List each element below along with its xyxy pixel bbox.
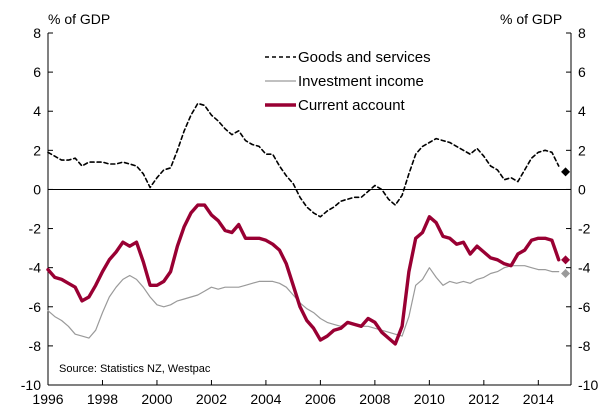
legend: Goods and services Investment income Curre… xyxy=(265,49,431,114)
y-tick-label-right: -6 xyxy=(578,299,591,315)
y-axis-unit-right: % of GDP xyxy=(500,11,562,27)
y-tick-label-right: -4 xyxy=(578,260,591,276)
x-tick-label: 2004 xyxy=(250,391,281,407)
y-tick-label-left: -10 xyxy=(21,377,41,393)
series-line-goods_and_services xyxy=(47,102,560,218)
y-tick-label-left: 6 xyxy=(33,64,41,80)
legend-label-current_account: Current account xyxy=(298,97,406,114)
axes-layer: -10 -10 -8 -8 -6 -6 -4 -4 -2 -2 0 0 2 2 4 4 6 6 8 8 1996 1998… xyxy=(21,25,599,407)
y-tick-label-right: -10 xyxy=(578,377,598,393)
series-layer xyxy=(46,102,561,346)
series-line-investment_income xyxy=(47,265,560,339)
x-tick-label: 2010 xyxy=(414,391,445,407)
y-tick-label-right: -8 xyxy=(578,338,591,354)
legend-label-goods_and_services: Goods and services xyxy=(298,49,431,66)
y-tick-label-left: 8 xyxy=(33,25,41,41)
y-tick-label-left: -2 xyxy=(29,221,42,237)
x-tick-label: 2014 xyxy=(523,391,554,407)
y-tick-label-left: -4 xyxy=(29,260,42,276)
y-tick-label-right: 4 xyxy=(578,103,586,119)
legend-label-investment_income: Investment income xyxy=(298,73,424,90)
y-tick-label-left: 0 xyxy=(33,181,41,197)
source-note: Source: Statistics NZ, Westpac xyxy=(59,363,211,375)
x-tick-label: 2000 xyxy=(141,391,172,407)
x-tick-label: 2002 xyxy=(196,391,227,407)
latest-marker-goods_and_services xyxy=(561,167,571,177)
y-axis-unit-left: % of GDP xyxy=(48,11,110,27)
x-tick-label: 2008 xyxy=(359,391,390,407)
x-tick-label: 1996 xyxy=(32,391,63,407)
latest-marker-current_account xyxy=(561,255,571,265)
y-tick-label-right: 8 xyxy=(578,25,586,41)
latest-markers xyxy=(561,167,571,279)
y-tick-label-right: -2 xyxy=(578,221,591,237)
x-tick-label: 2012 xyxy=(468,391,499,407)
x-tick-label: 1998 xyxy=(87,391,118,407)
y-tick-label-left: -6 xyxy=(29,299,42,315)
y-tick-label-left: 4 xyxy=(33,103,41,119)
latest-marker-investment_income xyxy=(561,269,571,279)
y-tick-label-right: 2 xyxy=(578,142,586,158)
y-tick-label-right: 0 xyxy=(578,181,586,197)
series-line-current_account xyxy=(46,203,561,346)
y-tick-label-left: 2 xyxy=(33,142,41,158)
y-tick-label-left: -8 xyxy=(29,338,42,354)
y-tick-label-right: 6 xyxy=(578,64,586,80)
x-tick-label: 2006 xyxy=(305,391,336,407)
